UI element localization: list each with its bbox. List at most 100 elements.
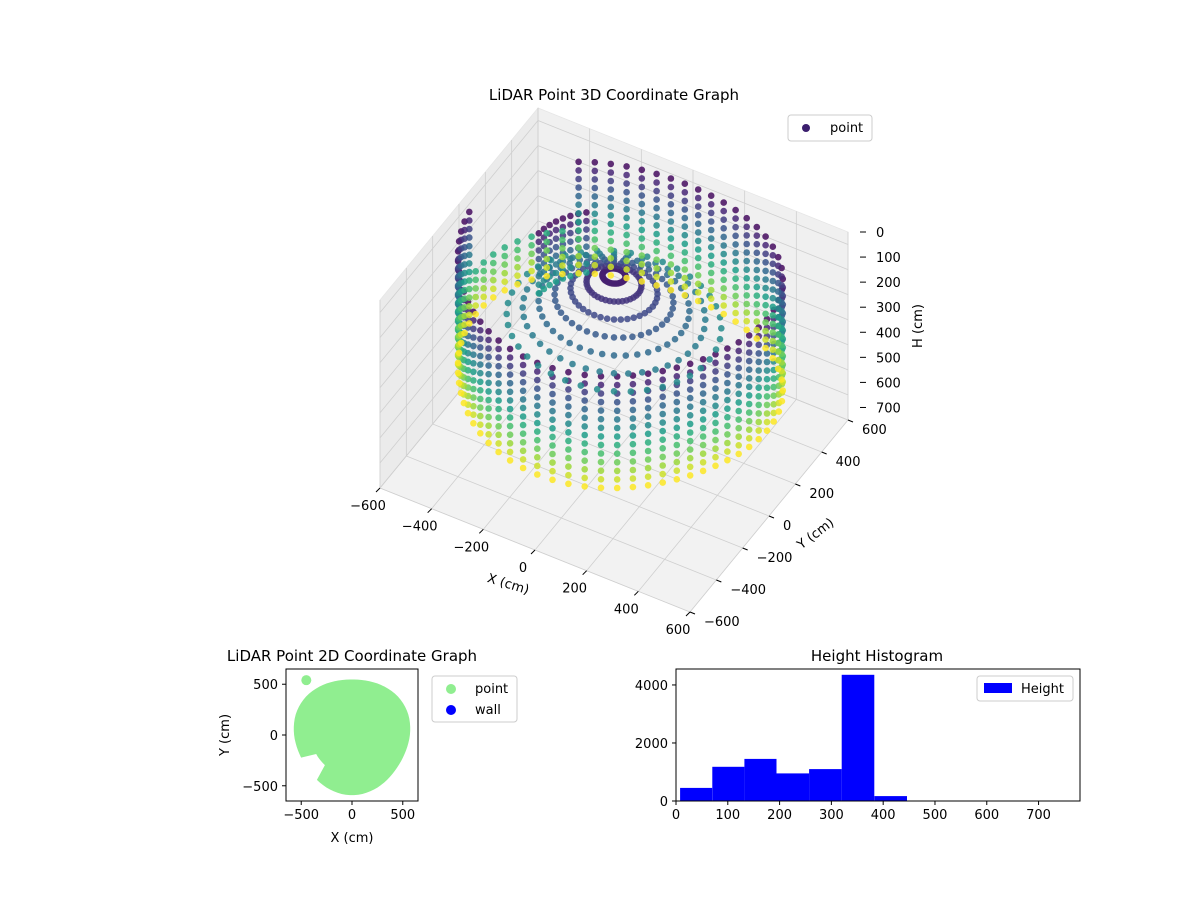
point-3d: [732, 266, 739, 274]
point-3d: [775, 408, 783, 415]
point-3d: [629, 458, 637, 465]
point-3d: [707, 243, 715, 251]
point-3d: [495, 440, 502, 447]
point-3d: [591, 210, 599, 218]
histogram-bar: [744, 758, 777, 801]
point-3d: [623, 257, 630, 265]
point-3d: [644, 349, 652, 356]
point-3d: [629, 483, 637, 491]
point-3d: [607, 237, 615, 245]
point-3d: [607, 203, 615, 211]
point-3d: [745, 400, 753, 408]
point-3d: [575, 192, 582, 200]
point-3d: [735, 339, 742, 346]
point-3d: [562, 314, 570, 322]
point-3d: [519, 387, 527, 395]
point-3d: [712, 393, 719, 401]
point-3d: [743, 232, 750, 239]
point-3d: [673, 378, 681, 386]
point-3d: [629, 423, 637, 431]
point-3d: [724, 439, 731, 447]
point-3d: [770, 418, 777, 425]
point-3d: [686, 429, 694, 436]
point-3d: [745, 417, 753, 425]
point-3d: [519, 378, 527, 386]
point-3d: [506, 354, 514, 361]
point-3d: [735, 373, 742, 381]
point-3d: [724, 422, 731, 430]
point-3d: [667, 209, 675, 217]
point-3d: [466, 268, 473, 276]
point-3d: [607, 169, 615, 176]
point-3d: [735, 364, 742, 372]
point-3d: [673, 390, 681, 397]
point-3d: [692, 342, 699, 350]
point-3d: [743, 300, 750, 308]
point-3d: [466, 208, 473, 216]
point-3d: [707, 226, 715, 234]
point-3d: [607, 160, 615, 168]
point-3d: [581, 414, 588, 422]
point-3d: [534, 402, 541, 410]
xtick-3d: [375, 487, 381, 493]
point-3d: [477, 318, 484, 326]
point-3d: [565, 480, 572, 488]
point-3d: [610, 316, 618, 323]
point-3d: [675, 272, 682, 280]
ytick-hist-label: 4000: [635, 679, 668, 694]
point-3d: [613, 407, 621, 415]
point-3d: [638, 269, 646, 277]
point-3d: [610, 370, 618, 377]
point-3d: [613, 441, 621, 449]
point-3d: [778, 397, 786, 405]
point-3d: [667, 175, 675, 182]
point-3d: [743, 257, 750, 265]
point-3d: [681, 197, 689, 205]
point-3d: [653, 213, 660, 221]
point-3d: [613, 467, 621, 475]
point-3d: [755, 418, 762, 426]
point-3d: [466, 285, 473, 293]
point-3d: [716, 335, 724, 343]
point-3d: [519, 464, 527, 472]
point-3d: [681, 189, 689, 196]
point-3d: [671, 335, 679, 343]
point-3d: [514, 255, 521, 262]
point-3d: [732, 215, 739, 222]
point-3d: [753, 240, 761, 248]
xtick-3d-label: 0: [519, 561, 527, 576]
point-3d: [551, 291, 558, 298]
point-3d: [707, 261, 715, 268]
point-3d: [753, 266, 761, 274]
point-3d: [519, 456, 527, 463]
point-3d: [539, 313, 546, 320]
point-3d: [575, 235, 582, 243]
point-3d: [707, 218, 715, 225]
point-3d: [549, 459, 556, 466]
point-3d: [667, 218, 675, 225]
point-3d: [707, 252, 715, 260]
point-3d: [745, 357, 753, 365]
xtick-3d-label: 400: [614, 602, 639, 617]
point-3d: [569, 360, 576, 368]
point-3d: [466, 320, 473, 327]
point-3d: [501, 261, 509, 268]
point-3d: [470, 325, 477, 333]
point-3d: [477, 421, 484, 429]
point-3d: [495, 431, 502, 439]
point-3d: [629, 406, 637, 414]
grid-h-line: [379, 120, 849, 313]
point-3d: [549, 442, 556, 449]
chart-3d-axes: −600 −400 −200 0 200 400 600 −600 −400 −200 0 200 40…: [350, 226, 901, 638]
point-3d: [637, 331, 645, 339]
point-3d: [762, 327, 769, 335]
point-3d: [457, 339, 465, 347]
chart-2d-marks: [293, 675, 411, 796]
point-3d: [681, 206, 689, 213]
point-3d: [724, 353, 731, 361]
point-3d: [455, 349, 463, 357]
ytick-hist-label: 0: [660, 795, 668, 810]
point-3d: [534, 394, 541, 401]
point-3d: [677, 329, 685, 337]
point-3d: [623, 206, 630, 213]
